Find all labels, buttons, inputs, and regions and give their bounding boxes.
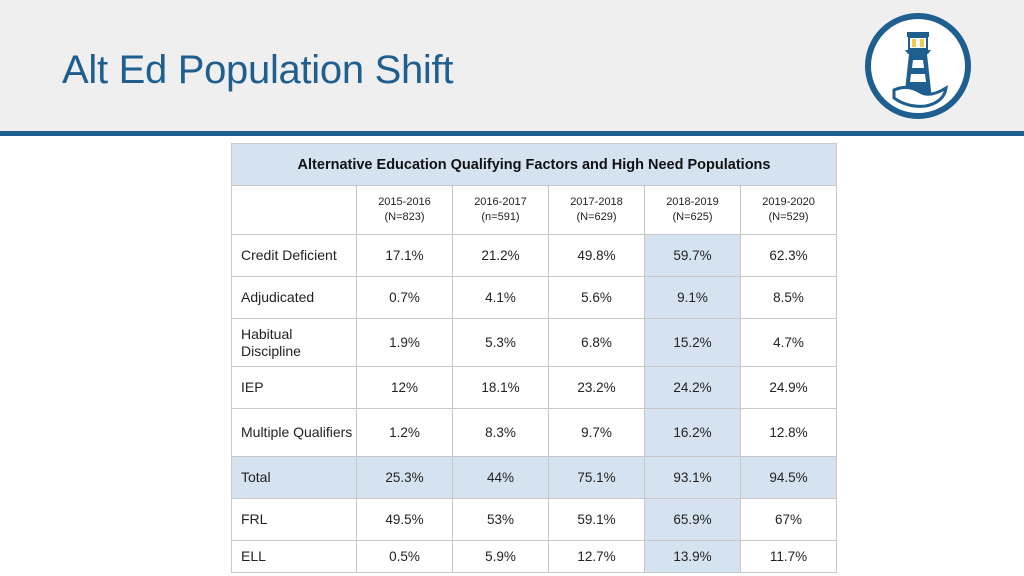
table-cell: 9.1% (644, 276, 741, 319)
table-cell: 8.3% (452, 408, 549, 457)
table-cell: 23.2% (548, 366, 645, 409)
table-cell: 49.5% (356, 498, 453, 541)
table-cell: 44% (452, 456, 549, 499)
table-cell: 8.5% (739, 276, 838, 319)
table-cell: 1.9% (356, 318, 453, 367)
table-cell: 12.8% (739, 408, 838, 457)
table-cell: 65.9% (644, 498, 741, 541)
column-n: (N=625) (672, 211, 713, 223)
table-cell: 5.9% (452, 540, 549, 573)
table-cell: 11.7% (739, 540, 838, 573)
table-row: IEP 12% 18.1% 23.2% 24.2% 24.9% (231, 366, 838, 409)
table-row: FRL 49.5% 53% 59.1% 65.9% 67% (231, 498, 838, 541)
column-year: 2015-2016 (378, 196, 431, 208)
table-cell: 59.7% (644, 234, 741, 277)
table-row: Multiple Qualifiers 1.2% 8.3% 9.7% 16.2%… (231, 408, 838, 457)
table-cell: 53% (452, 498, 549, 541)
table-cell: 59.1% (548, 498, 645, 541)
table-cell: 75.1% (548, 456, 645, 499)
table-cell: 12% (356, 366, 453, 409)
column-n: (N=629) (576, 211, 617, 223)
table-row: ELL 0.5% 5.9% 12.7% 13.9% 11.7% (231, 540, 838, 573)
table-cell: 93.1% (644, 456, 741, 499)
column-header: 2016-2017 (n=591) (452, 185, 549, 235)
table-cell: 24.9% (739, 366, 838, 409)
table-cell: 94.5% (739, 456, 838, 499)
table-cell: 5.6% (548, 276, 645, 319)
row-label: Habitual Discipline (231, 318, 357, 367)
table-cell: 21.2% (452, 234, 549, 277)
column-header: 2015-2016 (N=823) (356, 185, 453, 235)
table-cell: 5.3% (452, 318, 549, 367)
row-label: Credit Deficient (231, 234, 357, 277)
column-n: (N=529) (768, 211, 809, 223)
slide-header (0, 0, 1024, 131)
header-empty-cell (231, 185, 357, 235)
column-n: (N=823) (384, 211, 425, 223)
slide-title: Alt Ed Population Shift (62, 48, 454, 92)
table-cell: 1.2% (356, 408, 453, 457)
table-cell: 17.1% (356, 234, 453, 277)
table-cell: 16.2% (644, 408, 741, 457)
column-year: 2016-2017 (474, 196, 527, 208)
table-cell: 67% (739, 498, 838, 541)
table-row-total: Total 25.3% 44% 75.1% 93.1% 94.5% (231, 456, 838, 499)
row-label: ELL (231, 540, 357, 573)
column-year: 2019-2020 (762, 196, 815, 208)
table-cell: 4.7% (739, 318, 838, 367)
column-header: 2019-2020 (N=529) (739, 185, 838, 235)
table-cell: 49.8% (548, 234, 645, 277)
table-cell: 15.2% (644, 318, 741, 367)
table-cell: 6.8% (548, 318, 645, 367)
table-cell: 0.7% (356, 276, 453, 319)
row-label: IEP (231, 366, 357, 409)
table-header-row: 2015-2016 (N=823) 2016-2017 (n=591) 2017-2… (231, 185, 838, 235)
table-row: Adjudicated 0.7% 4.1% 5.6% 9.1% 8.5% (231, 276, 838, 319)
data-table: Alternative Education Qualifying Factors… (230, 143, 838, 573)
column-header: 2017-2018 (N=629) (548, 185, 645, 235)
column-n: (n=591) (481, 211, 520, 223)
column-year: 2017-2018 (570, 196, 623, 208)
table-cell: 4.1% (452, 276, 549, 319)
table-cell: 12.7% (548, 540, 645, 573)
table-row: Habitual Discipline 1.9% 5.3% 6.8% 15.2%… (231, 318, 838, 367)
table-cell: 24.2% (644, 366, 741, 409)
table-cell: 13.9% (644, 540, 741, 573)
row-label: Adjudicated (231, 276, 357, 319)
row-label: Total (231, 456, 357, 499)
row-label: Multiple Qualifiers (231, 408, 357, 457)
header-divider (0, 131, 1024, 136)
table-cell: 9.7% (548, 408, 645, 457)
table-cell: 25.3% (356, 456, 453, 499)
column-year: 2018-2019 (666, 196, 719, 208)
table-caption-row: Alternative Education Qualifying Factors… (230, 143, 838, 186)
table-row: Credit Deficient 17.1% 21.2% 49.8% 59.7%… (231, 234, 838, 277)
lighthouse-logo-icon (865, 13, 971, 119)
row-label: FRL (231, 498, 357, 541)
table-caption: Alternative Education Qualifying Factors… (230, 143, 838, 186)
column-header: 2018-2019 (N=625) (644, 185, 741, 235)
table-cell: 62.3% (739, 234, 838, 277)
table-cell: 18.1% (452, 366, 549, 409)
table-cell: 0.5% (356, 540, 453, 573)
